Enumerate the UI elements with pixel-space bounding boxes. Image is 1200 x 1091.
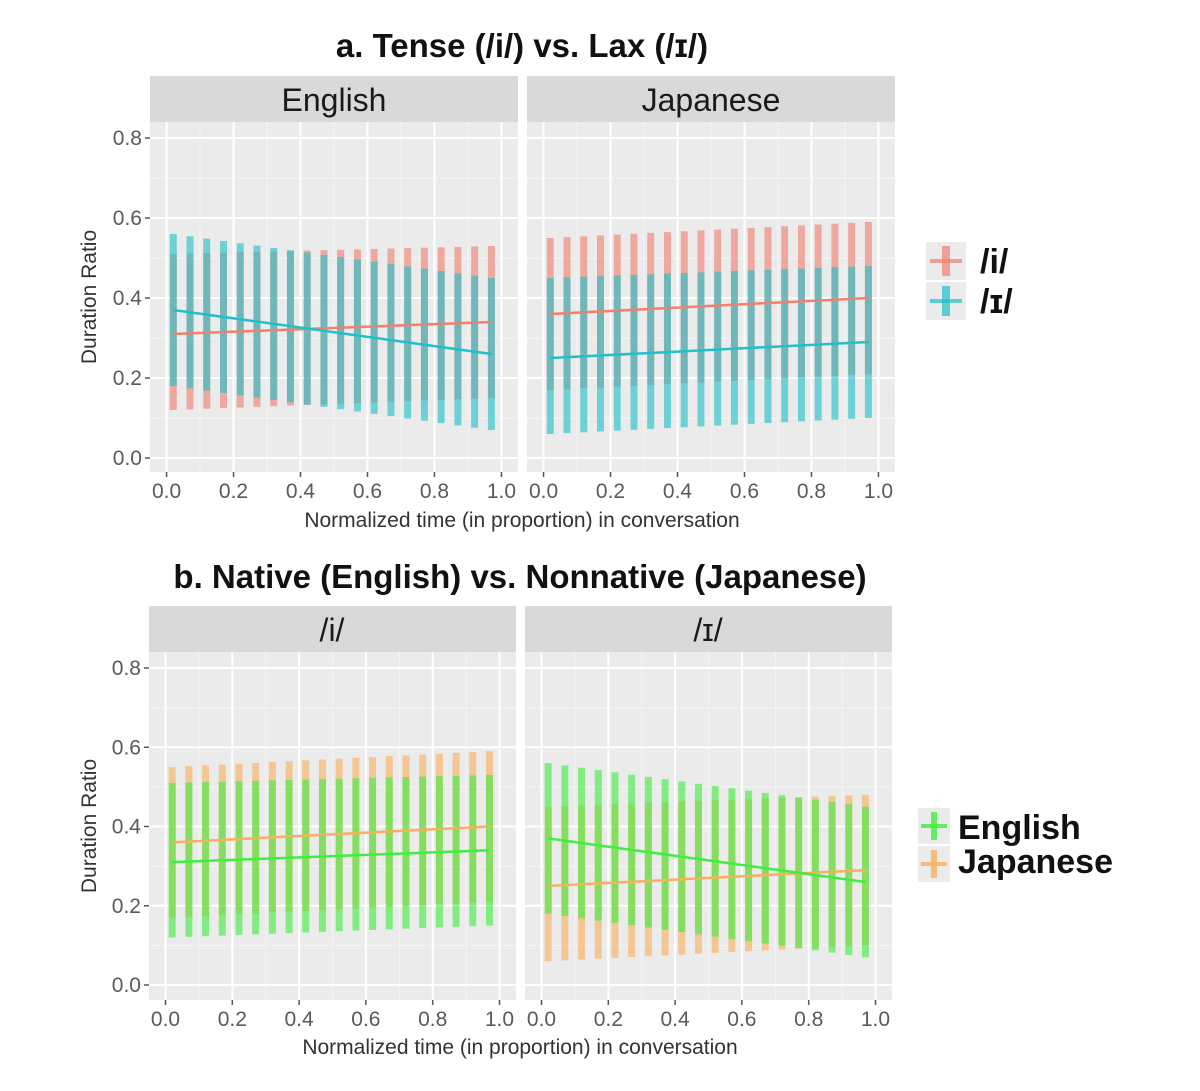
chart-b-legend-label-1: English [958, 809, 1081, 847]
chart-b-panel-0-series-english-mean-line [172, 849, 490, 864]
chart-b-panel-0-series-english-errorbar [285, 779, 293, 934]
chart-b-panel-0-x-tick-label: 1.0 [485, 1008, 514, 1031]
chart-b-panel-0-x-tick-label: 0.4 [285, 1008, 315, 1031]
chart-a-panel-1-x-tick-label: 0.8 [797, 480, 826, 503]
chart-a-y-tick-label: 0.2 [113, 367, 142, 390]
chart-b-panel-1-x-tick-label: 0.4 [661, 1008, 691, 1031]
chart-a-panel-1-series--errorbar [663, 273, 671, 429]
chart-a-panel-0-series-i-mean-line [173, 320, 492, 336]
chart-a-title: a. Tense (/i/) vs. Lax (/ɪ/) [336, 27, 708, 64]
chart-b-x-axis-label: Normalized time (in proportion) in conve… [302, 1036, 737, 1059]
chart-b-strip-lax-i-label: /ɪ/ [693, 612, 722, 648]
chart-b-panel-1-series-english-errorbar [544, 763, 552, 914]
chart-b-panel-1-x-tick-label: 0.8 [794, 1008, 823, 1031]
chart-a-panel-0-x-tick-label: 0.6 [353, 480, 382, 503]
chart-b-strip-i-label: /i/ [320, 612, 345, 648]
chart-b-panel-0-series-english-errorbar [252, 780, 260, 935]
chart-b-panel-1-series-japanese-mean-line [548, 868, 866, 888]
chart-b-y-tick-label: 0.4 [112, 816, 142, 839]
chart-a-panel-1-x-tick-label: 0.2 [596, 480, 625, 503]
chart-a-y-axis: 0.0 0.2 0.4 0.6 0.8 [113, 127, 150, 470]
chart-a-panel-1-series--errorbar [647, 274, 655, 429]
chart-a-legend: /i/ /ɪ/ [926, 242, 1013, 321]
chart-b-panel-0-series-english-errorbar [268, 780, 276, 934]
chart-a-strip-japanese [527, 76, 895, 122]
chart-b-legend-swatch-hbar-1 [921, 824, 947, 828]
chart-a-panel-0-x-tick-label: 0.2 [219, 480, 248, 503]
chart-a-strip-english-label: English [282, 82, 387, 118]
chart-a-panel-1-series--mean-line [550, 340, 869, 360]
chart-a-strip-english [150, 76, 518, 122]
chart-b-panel-0-series-english-errorbar [168, 782, 176, 938]
chart-a-panel-1-series--errorbar [563, 277, 571, 434]
chart-b-panel-0-x-tick-label: 0.2 [218, 1008, 247, 1031]
chart-b-panel-0-series-japanese-mean-line [172, 825, 490, 844]
chart-a-panel-1-series--errorbar [580, 276, 588, 433]
chart-a-y-tick-label: 0.0 [113, 447, 142, 470]
chart-b-x-axis: 0.0 0.2 0.4 0.6 0.8 1.0 0.0 0.2 0.4 0.6 0.8 1.0 [151, 1000, 890, 1031]
chart-a-panel-0-x-tick-label: 1.0 [487, 480, 516, 503]
chart-b-legend-label-2: Japanese [958, 843, 1113, 881]
chart-a-panel-1-series--errorbar [613, 275, 621, 431]
chart-b-y-axis-label: Duration Ratio [78, 759, 101, 893]
chart-a-legend-label-2: /ɪ/ [980, 283, 1013, 321]
chart-a-x-axis: 0.0 0.2 0.4 0.6 0.8 1.0 0.0 0.2 0.4 0.6 0.8 1.0 [152, 472, 893, 503]
chart-b-panel-i [149, 652, 516, 1000]
chart-a-legend-swatch-hbar-1 [930, 259, 962, 263]
chart-a-y-tick-label: 0.4 [113, 287, 143, 310]
chart-a-strip-japanese-label: Japanese [642, 82, 781, 118]
chart-b-panel-0-series-english-errorbar [202, 782, 210, 937]
chart-a-panel-1-x-tick-label: 0.0 [529, 480, 558, 503]
chart-b-panel-1-x-tick-label: 1.0 [861, 1008, 890, 1031]
chart-b-panel-0-x-tick-label: 0.0 [151, 1008, 180, 1031]
chart-a-panel-english [150, 122, 518, 472]
chart-b-panel-1-x-tick-label: 0.6 [727, 1008, 756, 1031]
chart-b-panel-1-x-tick-label: 0.2 [594, 1008, 623, 1031]
chart-b-y-tick-label: 0.0 [112, 974, 141, 997]
chart-b-strip-lax-i [525, 606, 892, 652]
chart-b-strip-i [149, 606, 516, 652]
chart-b: b. Native (English) vs. Nonnative (Japan… [78, 558, 1113, 1059]
chart-a-panel-1-series--errorbar [630, 274, 638, 430]
chart-a: a. Tense (/i/) vs. Lax (/ɪ/) English Jap… [78, 27, 1013, 532]
chart-b-y-axis: 0.0 0.2 0.4 0.6 0.8 [112, 657, 149, 997]
chart-b-y-tick-label: 0.2 [112, 895, 141, 918]
chart-b-y-tick-label: 0.6 [112, 736, 141, 759]
chart-b-panel-1-x-tick-label: 0.0 [527, 1008, 556, 1031]
chart-b-panel-lax-i [525, 652, 892, 1000]
chart-a-y-tick-label: 0.6 [113, 207, 142, 230]
chart-b-panel-0-x-tick-label: 0.8 [418, 1008, 447, 1031]
chart-a-legend-swatch-hbar-2 [930, 299, 962, 303]
chart-b-panel-0-series-english-errorbar [218, 781, 226, 936]
chart-b-title: b. Native (English) vs. Nonnative (Japan… [173, 558, 866, 595]
chart-a-panel-1-series-i-mean-line [550, 296, 869, 316]
chart-a-panel-0-series--mean-line [173, 308, 492, 356]
chart-b-panel-0-series-english-errorbar [185, 782, 193, 937]
chart-b-panel-0-x-tick-label: 0.6 [351, 1008, 380, 1031]
chart-a-legend-label-1: /i/ [980, 243, 1009, 281]
chart-a-panel-1-series--errorbar [596, 276, 604, 432]
chart-a-panel-0-x-tick-label: 0.8 [420, 480, 449, 503]
chart-a-panel-0-x-tick-label: 0.4 [286, 480, 316, 503]
chart-b-panel-0-series-english-errorbar [235, 781, 243, 935]
chart-a-panel-0-x-tick-label: 0.0 [152, 480, 181, 503]
chart-b-legend-swatch-hbar-2 [921, 862, 947, 866]
chart-a-panel-1-x-tick-label: 0.4 [663, 480, 693, 503]
chart-a-panel-japanese [527, 122, 895, 472]
chart-a-panel-1-series--errorbar [546, 278, 554, 434]
chart-b-panel-1-series-english-mean-line [548, 837, 866, 884]
chart-b-y-tick-label: 0.8 [112, 657, 141, 680]
chart-a-panel-1-x-tick-label: 1.0 [864, 480, 893, 503]
chart-a-x-axis-label: Normalized time (in proportion) in conve… [304, 509, 739, 532]
chart-a-y-axis-label: Duration Ratio [78, 230, 101, 364]
chart-b-legend: English Japanese [918, 808, 1113, 882]
chart-a-panel-1-x-tick-label: 0.6 [730, 480, 759, 503]
chart-a-y-tick-label: 0.8 [113, 127, 142, 150]
